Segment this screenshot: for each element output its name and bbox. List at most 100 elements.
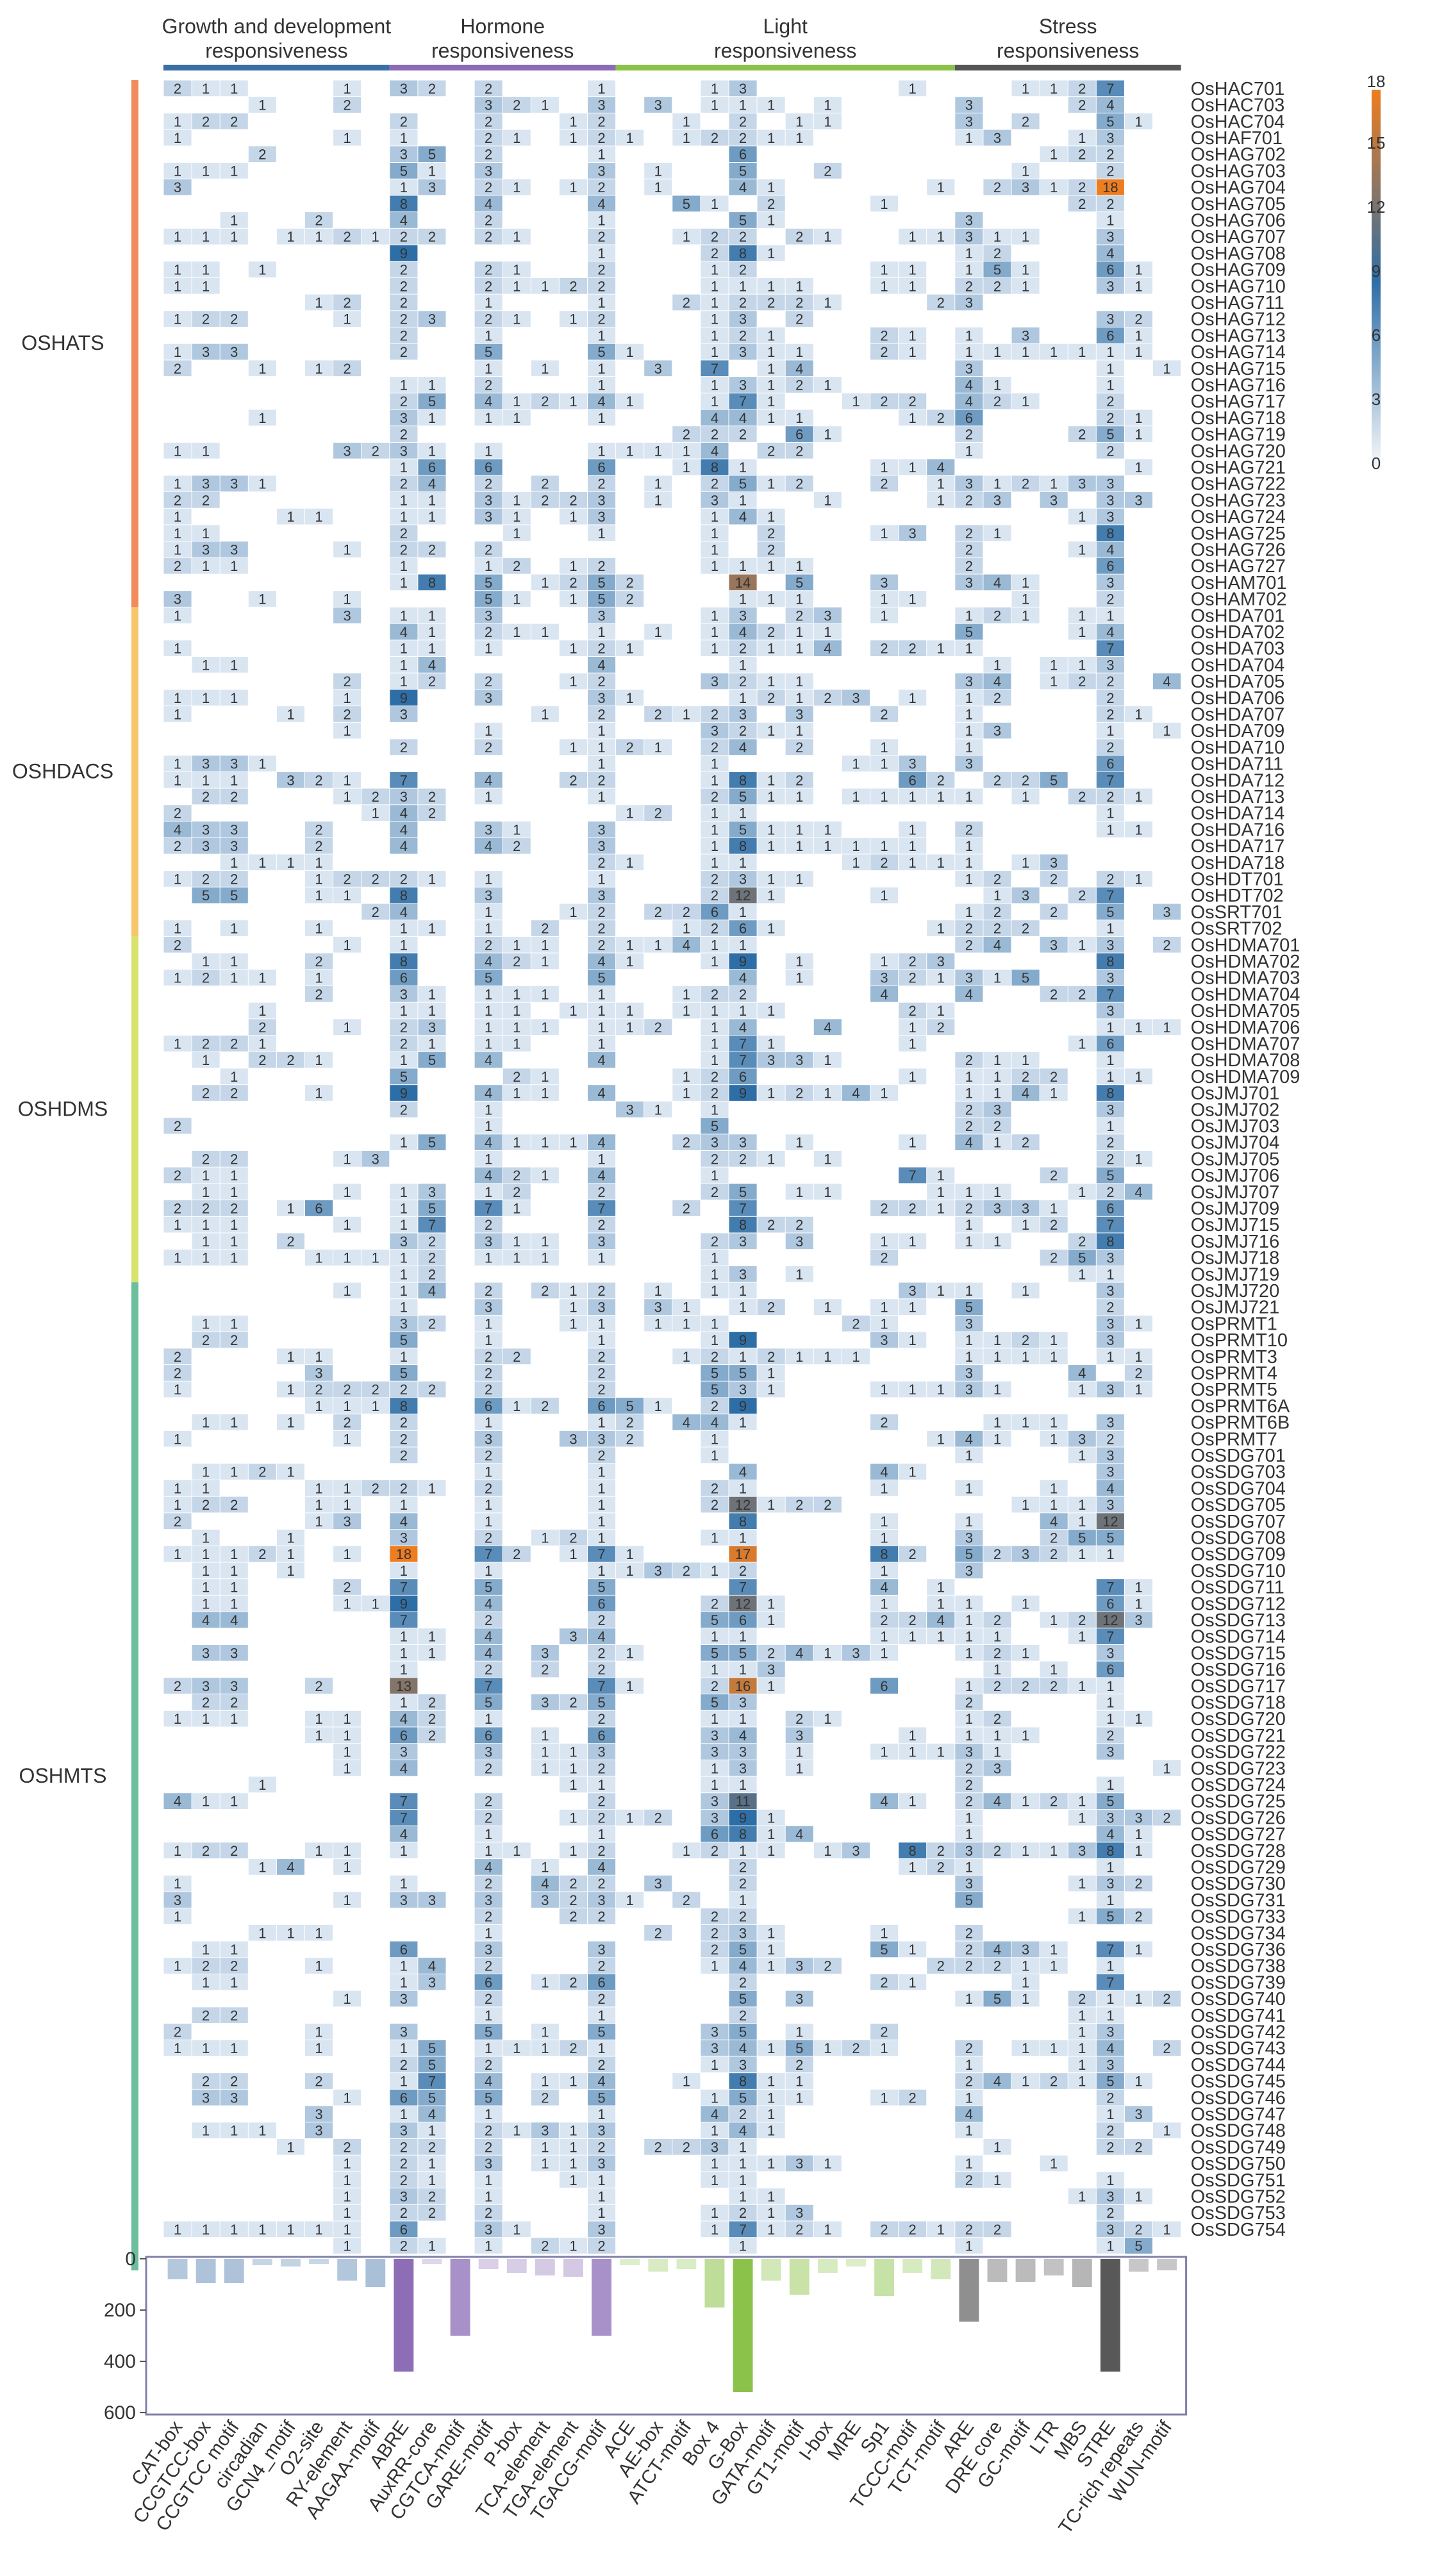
cell-value: 1 [202, 2040, 210, 2056]
cell-value: 1 [174, 1217, 181, 1233]
cell-value: 2 [400, 229, 408, 245]
cell-value: 1 [654, 1102, 662, 1118]
cell-value: 1 [993, 1135, 1001, 1151]
cell-value: 1 [1134, 327, 1142, 343]
cell-value: 3 [174, 179, 181, 195]
cell-value: 7 [739, 1036, 747, 1052]
cell-value: 3 [344, 1514, 351, 1530]
cell-value: 2 [344, 229, 351, 245]
cell-value: 1 [1078, 624, 1086, 640]
cell-value: 3 [485, 509, 492, 525]
cell-value: 1 [795, 1760, 803, 1776]
cell-value: 1 [1163, 723, 1170, 739]
cell-value: 2 [1022, 1678, 1029, 1694]
cell-value: 5 [400, 1365, 408, 1381]
heatmap-cell [1068, 80, 1096, 97]
cell-value: 2 [315, 2074, 322, 2090]
cell-value: 1 [485, 1497, 492, 1513]
cell-value: 3 [597, 1892, 605, 1908]
cell-value: 1 [541, 1744, 549, 1760]
bar [959, 2259, 979, 2322]
cell-value: 1 [485, 986, 492, 1002]
cell-value: 1 [344, 1744, 351, 1760]
cell-value: 6 [400, 1942, 408, 1958]
cell-value: 2 [202, 1843, 210, 1859]
cell-value: 2 [202, 311, 210, 327]
bar [281, 2259, 301, 2266]
cell-value: 6 [1106, 756, 1114, 772]
cell-value: 1 [541, 1728, 549, 1744]
cell-value: 1 [795, 344, 803, 360]
cell-value: 3 [1106, 1332, 1114, 1348]
row-group-bar-segment [131, 80, 138, 607]
cell-value: 1 [513, 1020, 520, 1036]
cell-value: 2 [965, 2074, 973, 2090]
cell-value: 1 [569, 1777, 577, 1793]
cell-value: 3 [739, 1234, 747, 1250]
color-legend-tick: 0 [1372, 454, 1381, 473]
cell-value: 2 [1078, 1612, 1086, 1628]
cell-value: 2 [258, 1546, 266, 1562]
cell-value: 1 [739, 1662, 747, 1678]
cell-value: 2 [711, 1843, 718, 1859]
cell-value: 2 [541, 1398, 549, 1414]
cell-value: 2 [315, 772, 322, 788]
cell-value: 2 [739, 723, 747, 739]
cell-value: 2 [711, 245, 718, 261]
cell-value: 1 [824, 97, 831, 113]
cell-value: 1 [1134, 871, 1142, 887]
cell-value: 1 [1050, 1843, 1058, 1859]
cell-value: 1 [287, 1925, 294, 1941]
cell-value: 4 [824, 641, 831, 657]
cell-value: 1 [965, 262, 973, 278]
cell-value: 1 [880, 1530, 888, 1546]
cell-value: 4 [287, 1859, 294, 1875]
cell-value: 1 [767, 245, 775, 261]
cell-value: 2 [937, 772, 945, 788]
cell-value: 1 [739, 690, 747, 706]
cell-value: 18 [396, 1546, 411, 1562]
cell-value: 3 [597, 492, 605, 508]
cell-value: 2 [485, 1794, 492, 1810]
color-legend-tick: 18 [1367, 72, 1386, 91]
cell-value: 1 [767, 509, 775, 525]
cell-value: 2 [400, 541, 408, 557]
cell-value: 1 [428, 2238, 436, 2254]
cell-value: 2 [739, 1876, 747, 1892]
cell-value: 1 [202, 1217, 210, 1233]
cell-value: 2 [174, 492, 181, 508]
cell-value: 1 [287, 229, 294, 245]
cell-value: 3 [1106, 937, 1114, 953]
cell-value: 1 [795, 1744, 803, 1760]
cell-value: 1 [965, 1859, 973, 1875]
cell-value: 1 [1106, 1069, 1114, 1085]
cell-value: 1 [428, 492, 436, 508]
cell-value: 1 [1050, 2040, 1058, 2056]
cell-value: 1 [513, 393, 520, 409]
cell-value: 3 [485, 492, 492, 508]
heatmap-cell [390, 179, 418, 195]
cell-value: 1 [569, 2172, 577, 2188]
cell-value: 1 [1134, 706, 1142, 722]
cell-value: 6 [597, 1596, 605, 1612]
heatmap-cell [390, 113, 418, 129]
cell-value: 1 [711, 1316, 718, 1332]
cell-value: 1 [315, 2024, 322, 2040]
cell-value: 1 [683, 1069, 690, 1085]
cell-value: 2 [541, 2238, 549, 2254]
cell-value: 1 [485, 443, 492, 459]
bar [789, 2259, 810, 2295]
cell-value: 2 [993, 1546, 1001, 1562]
cell-value: 1 [202, 81, 210, 97]
cell-value: 6 [1106, 1036, 1114, 1052]
cell-value: 2 [1050, 904, 1058, 920]
cell-value: 1 [739, 904, 747, 920]
cell-value: 1 [258, 1036, 266, 1052]
cell-value: 2 [739, 229, 747, 245]
bar [535, 2259, 555, 2275]
cell-value: 2 [597, 1958, 605, 1974]
cell-value: 2 [909, 2090, 917, 2106]
cell-value: 7 [485, 1678, 492, 1694]
cell-value: 4 [683, 937, 690, 953]
cell-value: 1 [824, 1711, 831, 1727]
